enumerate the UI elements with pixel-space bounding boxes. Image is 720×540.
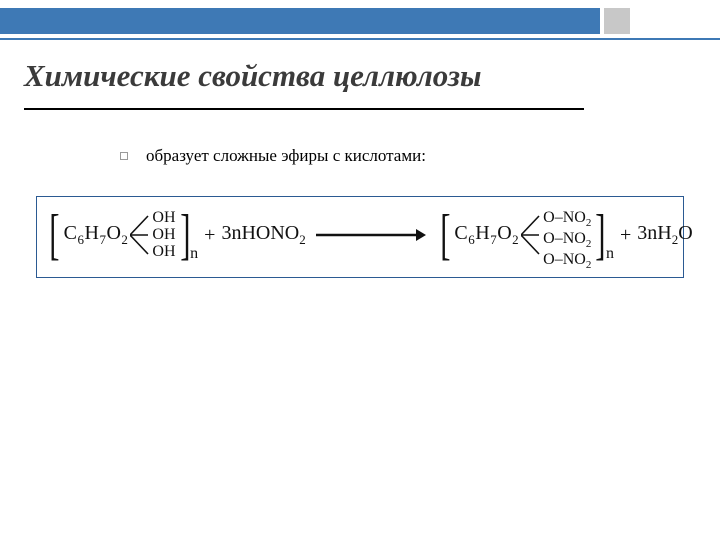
reactant-core: C6H7O2: [64, 222, 129, 248]
bullet-item: образует сложные эфиры с кислотами:: [120, 146, 426, 166]
header-band-gray: [604, 8, 630, 34]
reactant-polymer: [ C6H7O2 OH OH OH: [45, 207, 198, 263]
slide: Химические свойства целлюлозы образует с…: [0, 0, 720, 540]
h-sub-2: 7: [490, 232, 497, 247]
title-underline: [24, 108, 584, 110]
bracket-left-2: [: [440, 207, 450, 263]
c-sub-2: 6: [468, 232, 475, 247]
o-sub: 2: [121, 232, 128, 247]
byproduct-coef: 3n: [637, 222, 657, 244]
plus-1: +: [204, 224, 215, 247]
poly-sub-n-left: n: [190, 245, 198, 263]
bracket-right-2: ]: [596, 207, 606, 263]
h-sub: 7: [99, 232, 106, 247]
poly-sub-n-right: n: [606, 245, 614, 263]
reagent-formula: HONO: [241, 222, 299, 244]
reagent-coef: 3n: [221, 222, 241, 244]
branch-ono2-2: O–NO2: [543, 231, 591, 252]
branch-oh-3: OH: [152, 244, 175, 260]
bullet-icon: [120, 152, 128, 160]
c-sub: 6: [78, 232, 85, 247]
equation-box: [ C6H7O2 OH OH OH: [36, 196, 684, 278]
plus-2: +: [620, 224, 631, 247]
branch-ono2-1: O–NO2: [543, 210, 591, 231]
header-band-blue: [0, 8, 600, 34]
byproduct: 3nH2O: [637, 222, 692, 248]
reactant-branches: OH OH OH: [130, 210, 175, 260]
reagent-sub: 2: [299, 232, 306, 247]
o-sub-2: 2: [512, 232, 519, 247]
product-core: C6H7O2: [454, 222, 519, 248]
bracket-right: ]: [180, 207, 190, 263]
bracket-left: [: [49, 207, 59, 263]
header-band: [0, 8, 720, 34]
product-polymer: [ C6H7O2 O–NO2 O–NO2: [436, 207, 614, 263]
product-branches: O–NO2 O–NO2 O–NO2: [521, 210, 591, 260]
branch-ono2-3: O–NO2: [543, 252, 591, 273]
equation: [ C6H7O2 OH OH OH: [45, 207, 675, 263]
reagent: 3nHONO2: [221, 222, 305, 248]
branch-oh-1: OH: [152, 210, 175, 226]
header-underline: [0, 38, 720, 40]
branch-oh-2: OH: [152, 227, 175, 243]
reaction-arrow-icon: [316, 227, 426, 243]
bullet-text: образует сложные эфиры с кислотами:: [146, 146, 426, 166]
page-title: Химические свойства целлюлозы: [24, 58, 481, 94]
